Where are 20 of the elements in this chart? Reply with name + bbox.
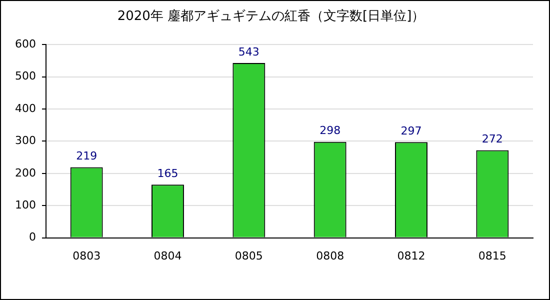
data-label: 543 [238,45,260,58]
data-label: 219 [76,150,98,163]
data-label: 165 [157,167,178,180]
x-tick-label: 0808 [316,249,344,262]
data-label: 297 [400,124,422,138]
x-tick-label: 0815 [478,249,506,262]
x-tick-label: 0803 [72,249,101,262]
y-tick-label: 400 [14,102,36,115]
x-tick-label: 0804 [154,249,182,262]
data-label: 272 [482,132,503,146]
y-tick-label: 600 [14,37,36,50]
data-label: 298 [320,124,341,138]
x-tick-label: 0812 [397,249,426,262]
y-tick-label: 200 [14,166,36,180]
y-tick-label: 300 [14,134,36,148]
chart-title: 2020年 鏖都アギュギテムの紅香（文字数[日単位]） [117,8,425,24]
y-tick-label: 500 [14,70,36,83]
x-tick-label: 0805 [234,249,263,262]
y-tick-label: 100 [14,198,36,212]
y-tick-label: 0 [28,230,36,244]
